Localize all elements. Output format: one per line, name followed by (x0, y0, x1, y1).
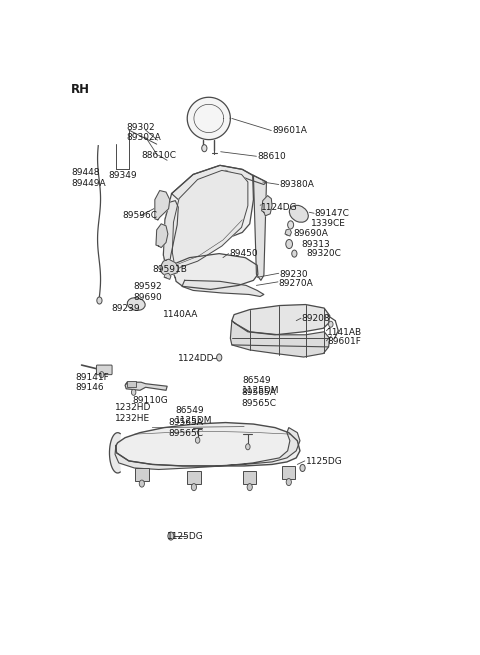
Text: 89690A: 89690A (294, 229, 328, 238)
Polygon shape (125, 383, 167, 390)
Text: 89592
89690: 89592 89690 (133, 282, 162, 302)
Text: 89349: 89349 (108, 171, 137, 180)
Circle shape (132, 389, 136, 396)
Text: 1125DG: 1125DG (167, 532, 204, 540)
Polygon shape (187, 98, 230, 140)
Circle shape (292, 250, 297, 257)
Text: 1124DD: 1124DD (178, 354, 215, 363)
Text: 1232HD
1232HE: 1232HD 1232HE (115, 403, 151, 422)
Polygon shape (253, 176, 266, 280)
Circle shape (97, 297, 102, 304)
Circle shape (192, 483, 196, 491)
Text: 89596C: 89596C (122, 212, 157, 220)
Text: 89270A: 89270A (279, 279, 313, 288)
Text: 89565A
89565C: 89565A 89565C (241, 388, 276, 407)
Bar (243, 472, 256, 484)
Polygon shape (172, 170, 248, 269)
Circle shape (288, 221, 294, 229)
Text: 89380A: 89380A (279, 180, 314, 189)
Text: 1141AB: 1141AB (327, 328, 362, 337)
Text: 89450: 89450 (229, 249, 258, 258)
Bar (135, 468, 148, 481)
Text: 88610: 88610 (257, 152, 286, 160)
Text: 89110G: 89110G (132, 396, 168, 405)
Circle shape (202, 145, 207, 152)
Text: 89230: 89230 (279, 270, 308, 279)
Circle shape (168, 532, 174, 540)
Text: 86549
1125DM: 86549 1125DM (242, 375, 280, 395)
Text: 86549
1125DM: 86549 1125DM (175, 406, 213, 425)
Circle shape (195, 437, 200, 443)
Text: 89320C: 89320C (307, 249, 341, 258)
Text: 88610C: 88610C (141, 151, 176, 160)
Circle shape (139, 480, 144, 487)
Polygon shape (163, 200, 178, 274)
Ellipse shape (289, 205, 308, 222)
Polygon shape (160, 259, 179, 275)
Circle shape (329, 321, 333, 328)
Polygon shape (116, 422, 300, 466)
Text: 89448
89449A: 89448 89449A (71, 168, 106, 187)
Text: 89565A
89565C: 89565A 89565C (168, 419, 203, 438)
Polygon shape (163, 165, 253, 274)
Polygon shape (109, 433, 120, 473)
Text: 89208: 89208 (302, 314, 330, 323)
Polygon shape (172, 253, 258, 290)
Circle shape (286, 479, 291, 485)
Text: 89591B: 89591B (152, 265, 187, 274)
Text: 1339CE: 1339CE (311, 219, 346, 229)
Text: 1140AA: 1140AA (163, 310, 199, 319)
Text: 1124DG: 1124DG (261, 202, 298, 212)
Circle shape (286, 240, 292, 248)
Polygon shape (172, 165, 266, 200)
Polygon shape (285, 229, 291, 236)
Polygon shape (115, 428, 300, 470)
Bar (127, 381, 136, 387)
Text: 89313: 89313 (301, 240, 330, 248)
FancyBboxPatch shape (96, 365, 112, 375)
Polygon shape (230, 321, 330, 357)
Bar (187, 472, 201, 484)
Circle shape (246, 443, 250, 450)
Circle shape (99, 371, 104, 378)
Circle shape (300, 464, 305, 472)
Text: 89141F
89146: 89141F 89146 (75, 373, 108, 392)
Polygon shape (182, 280, 264, 297)
Text: RH: RH (71, 83, 90, 96)
Bar (282, 466, 296, 479)
Text: 1125DG: 1125DG (305, 457, 342, 466)
Text: 89601F: 89601F (327, 337, 361, 346)
Ellipse shape (127, 297, 145, 310)
Text: 89239: 89239 (111, 303, 140, 312)
Polygon shape (232, 305, 330, 335)
Circle shape (216, 354, 222, 361)
Polygon shape (262, 196, 272, 215)
Polygon shape (156, 224, 168, 248)
Polygon shape (164, 273, 171, 279)
Polygon shape (155, 191, 170, 220)
Text: 89601A: 89601A (272, 126, 307, 135)
Text: 89302
89302A: 89302 89302A (126, 123, 161, 142)
Circle shape (247, 483, 252, 491)
Text: 89147C: 89147C (315, 209, 350, 217)
